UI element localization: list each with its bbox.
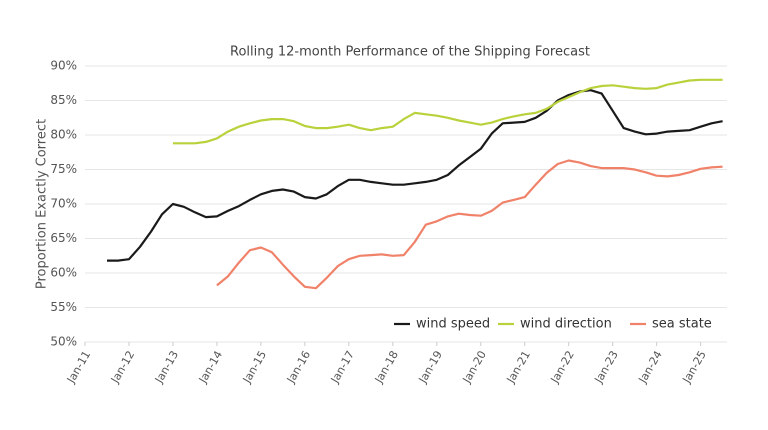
line bbox=[107, 89, 723, 262]
x-tick-label: Jan-25 bbox=[680, 349, 709, 387]
y-tick-label: 75% bbox=[50, 162, 77, 176]
line bbox=[172, 78, 723, 145]
legend-label: wind direction bbox=[520, 317, 612, 332]
x-tick-label: Jan-17 bbox=[328, 349, 357, 387]
x-tick-label: Jan-24 bbox=[636, 349, 665, 387]
y-tick-label: 85% bbox=[50, 93, 77, 107]
x-tick-label: Jan-15 bbox=[240, 349, 269, 387]
x-tick-label: Jan-22 bbox=[548, 349, 577, 387]
x-tick-label: Jan-23 bbox=[592, 349, 621, 387]
legend-label: sea state bbox=[652, 317, 712, 332]
x-tick-label: Jan-18 bbox=[372, 349, 401, 387]
y-axis-title: Proportion Exactly Correct bbox=[35, 119, 50, 289]
x-tick-label: Jan-21 bbox=[504, 349, 533, 387]
y-tick-label: 50% bbox=[50, 335, 77, 349]
legend-label: wind speed bbox=[416, 317, 490, 332]
x-tick-label: Jan-11 bbox=[64, 349, 93, 387]
y-tick-label: 60% bbox=[50, 266, 77, 280]
x-tick-label: Jan-19 bbox=[416, 349, 445, 387]
x-tick-label: Jan-12 bbox=[108, 349, 137, 387]
y-tick-label: 90% bbox=[50, 59, 77, 73]
y-tick-label: 80% bbox=[50, 128, 77, 142]
y-tick-label: 55% bbox=[50, 300, 77, 314]
x-tick-label: Jan-20 bbox=[460, 349, 489, 387]
x-tick-label: Jan-14 bbox=[196, 349, 225, 387]
x-tick-label: Jan-13 bbox=[152, 349, 181, 387]
y-tick-label: 70% bbox=[50, 197, 77, 211]
chart-title: Rolling 12-month Performance of the Ship… bbox=[230, 45, 590, 60]
y-tick-label: 65% bbox=[50, 231, 77, 245]
line bbox=[216, 159, 723, 290]
x-tick-label: Jan-16 bbox=[284, 349, 313, 387]
